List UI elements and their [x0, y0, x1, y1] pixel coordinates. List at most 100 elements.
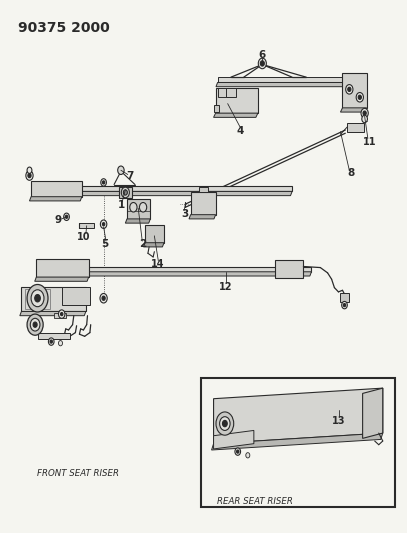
Polygon shape — [190, 192, 216, 215]
Circle shape — [27, 314, 43, 335]
Text: 14: 14 — [151, 260, 164, 269]
Polygon shape — [127, 199, 150, 219]
Circle shape — [346, 85, 353, 94]
Circle shape — [118, 166, 124, 174]
Text: 6: 6 — [259, 50, 266, 60]
Polygon shape — [144, 243, 164, 247]
Circle shape — [103, 181, 105, 184]
Text: 10: 10 — [77, 232, 90, 242]
Polygon shape — [34, 186, 292, 191]
Text: 5: 5 — [102, 239, 109, 249]
Text: 3: 3 — [182, 208, 188, 219]
Circle shape — [30, 318, 40, 331]
Circle shape — [102, 296, 105, 300]
Text: 1: 1 — [118, 200, 125, 210]
Polygon shape — [79, 223, 94, 229]
Circle shape — [362, 115, 368, 123]
Circle shape — [123, 190, 127, 195]
Polygon shape — [340, 293, 349, 302]
Circle shape — [28, 173, 31, 177]
Polygon shape — [37, 333, 70, 340]
Polygon shape — [212, 433, 383, 450]
Polygon shape — [346, 123, 364, 132]
Text: FRONT SEAT RISER: FRONT SEAT RISER — [37, 469, 119, 478]
Circle shape — [220, 417, 230, 431]
Circle shape — [361, 108, 368, 118]
Circle shape — [358, 95, 361, 99]
Polygon shape — [216, 88, 258, 113]
Circle shape — [348, 87, 351, 92]
Circle shape — [48, 338, 54, 345]
Circle shape — [59, 341, 63, 346]
Polygon shape — [225, 88, 236, 98]
Circle shape — [260, 61, 264, 66]
Circle shape — [101, 179, 106, 186]
Circle shape — [121, 187, 129, 198]
Circle shape — [101, 220, 107, 229]
Text: 8: 8 — [347, 168, 354, 179]
Polygon shape — [341, 108, 367, 112]
Circle shape — [26, 171, 33, 180]
Text: REAR SEAT RISER: REAR SEAT RISER — [217, 497, 293, 506]
Polygon shape — [199, 187, 208, 192]
Circle shape — [236, 450, 239, 453]
Circle shape — [103, 223, 105, 226]
Polygon shape — [31, 181, 82, 197]
Polygon shape — [22, 287, 86, 311]
Polygon shape — [214, 113, 258, 117]
Circle shape — [343, 303, 346, 306]
Circle shape — [356, 93, 363, 102]
Polygon shape — [62, 287, 90, 304]
Polygon shape — [79, 266, 311, 272]
Polygon shape — [214, 431, 254, 449]
Polygon shape — [214, 388, 383, 443]
Polygon shape — [342, 74, 367, 108]
Bar — [54, 312, 66, 318]
Text: 9: 9 — [55, 215, 62, 225]
Circle shape — [66, 215, 68, 219]
Circle shape — [216, 412, 234, 435]
Circle shape — [64, 213, 69, 221]
Polygon shape — [78, 272, 311, 276]
Circle shape — [50, 340, 53, 343]
Circle shape — [363, 111, 366, 115]
Polygon shape — [125, 219, 150, 223]
Polygon shape — [20, 311, 86, 316]
Text: 90375 2000: 90375 2000 — [18, 21, 110, 35]
Circle shape — [341, 301, 347, 309]
Circle shape — [33, 322, 37, 327]
Polygon shape — [218, 88, 228, 98]
Bar — [201, 377, 395, 507]
Circle shape — [140, 203, 147, 212]
Polygon shape — [145, 225, 164, 243]
Circle shape — [100, 294, 107, 303]
Polygon shape — [363, 388, 383, 438]
Polygon shape — [29, 197, 82, 201]
Polygon shape — [36, 259, 89, 277]
Circle shape — [258, 58, 266, 69]
Circle shape — [235, 448, 241, 455]
Text: 11: 11 — [363, 136, 376, 147]
Circle shape — [59, 310, 65, 318]
Circle shape — [130, 203, 137, 212]
Circle shape — [27, 167, 32, 173]
Circle shape — [223, 421, 227, 427]
Polygon shape — [275, 260, 303, 278]
Text: 12: 12 — [219, 281, 233, 292]
Circle shape — [35, 295, 40, 302]
Polygon shape — [35, 277, 89, 281]
Text: 4: 4 — [236, 126, 243, 136]
Polygon shape — [119, 187, 132, 198]
Polygon shape — [216, 83, 365, 87]
Circle shape — [61, 312, 63, 316]
Polygon shape — [218, 77, 365, 83]
Text: 2: 2 — [139, 239, 146, 249]
Circle shape — [31, 290, 44, 306]
Text: 13: 13 — [332, 416, 346, 426]
Circle shape — [246, 453, 250, 458]
Circle shape — [27, 285, 48, 312]
Polygon shape — [33, 191, 292, 196]
Polygon shape — [214, 105, 219, 111]
Polygon shape — [189, 215, 216, 219]
Text: 7: 7 — [127, 171, 134, 181]
